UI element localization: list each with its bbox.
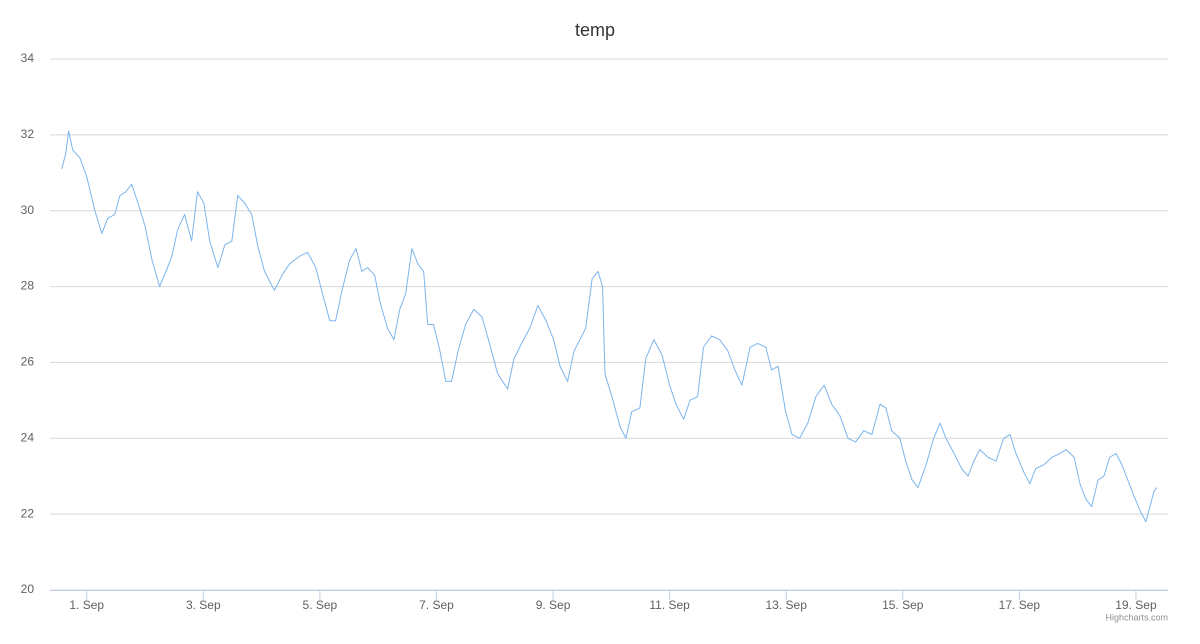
line-series xyxy=(61,130,1158,523)
chart-title: temp xyxy=(575,20,615,40)
y-tick-label: 34 xyxy=(21,51,35,65)
y-tick-label: 22 xyxy=(21,506,35,520)
x-tick-label: 5. Sep xyxy=(303,598,338,612)
x-tick-label: 17. Sep xyxy=(999,598,1041,612)
x-tick-label: 11. Sep xyxy=(649,598,690,612)
y-tick-label: 26 xyxy=(21,355,35,369)
x-tick-label: 13. Sep xyxy=(766,598,808,612)
y-tick-label: 28 xyxy=(21,279,35,293)
y-tick-label: 24 xyxy=(21,430,35,444)
x-tick-label: 7. Sep xyxy=(419,598,454,612)
y-tick-label: 30 xyxy=(21,203,35,217)
x-tick-label: 1. Sep xyxy=(69,598,104,612)
y-tick-label: 32 xyxy=(21,127,35,141)
credits: Highcharts.com xyxy=(1105,612,1168,622)
x-tick-label: 19. Sep xyxy=(1115,598,1157,612)
x-tick-label: 3. Sep xyxy=(186,598,221,612)
y-tick-label: 20 xyxy=(21,582,35,596)
x-tick-label: 15. Sep xyxy=(882,598,924,612)
x-tick-label: 9. Sep xyxy=(536,598,571,612)
